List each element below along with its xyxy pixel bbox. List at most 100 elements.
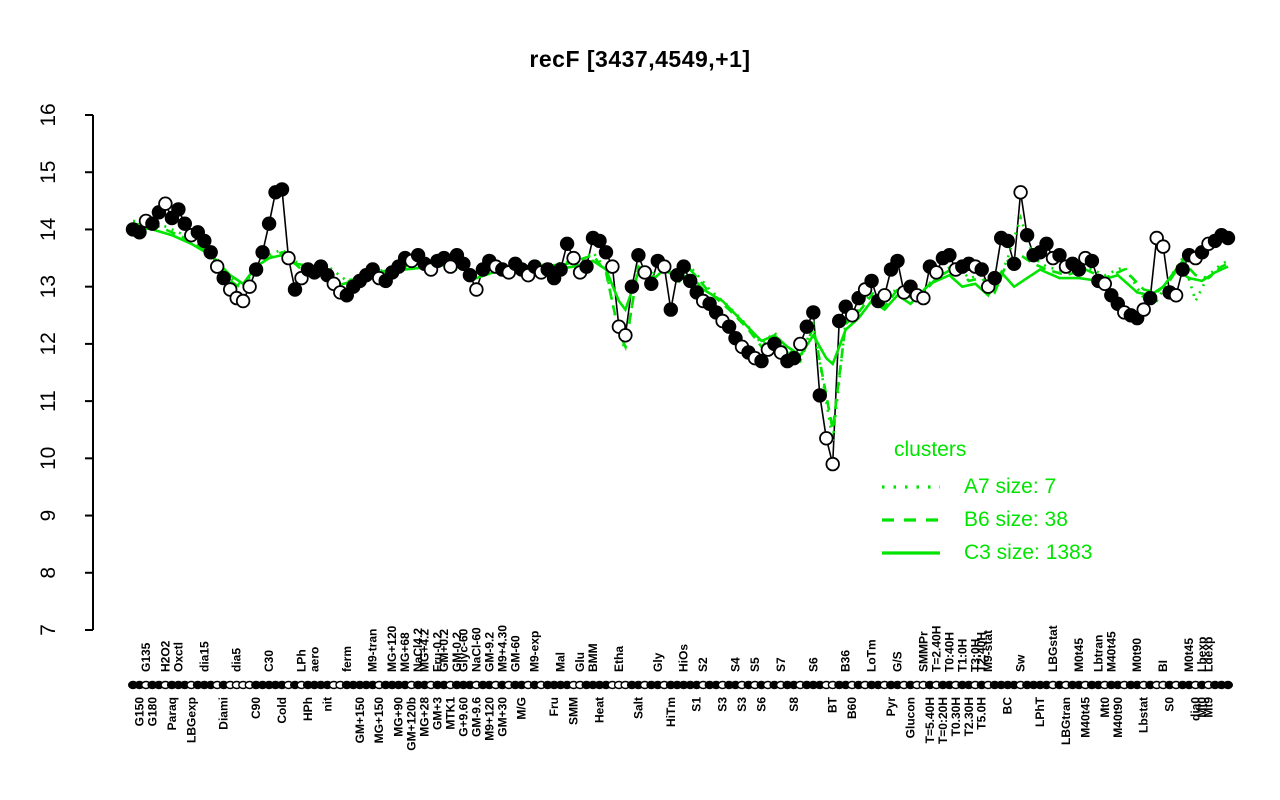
y-tick-label: 16 bbox=[37, 103, 60, 126]
x-label-top: Gly bbox=[651, 652, 665, 672]
x-label-bottom: nit bbox=[320, 697, 334, 712]
x-label-bottom: MG+28 bbox=[418, 697, 432, 737]
x-label-top: GM-60 bbox=[508, 635, 522, 672]
x-label-top: ferm bbox=[340, 646, 354, 672]
filled-point-marker bbox=[890, 253, 905, 269]
legend: clusters A7 size: 7 B6 size: 38 C3 size:… bbox=[880, 438, 1092, 569]
y-tick-label: 15 bbox=[37, 161, 60, 184]
filled-point-marker bbox=[579, 259, 594, 274]
x-label-bottom: S3 bbox=[735, 697, 749, 712]
filled-point-marker bbox=[261, 216, 277, 231]
x-label-bottom: G150 bbox=[133, 697, 147, 727]
condition-marker bbox=[1222, 680, 1233, 690]
x-label-top: Lbexp bbox=[1195, 637, 1209, 672]
y-tick-label: 13 bbox=[37, 275, 60, 298]
x-label-top: NaCl4.2 bbox=[411, 628, 425, 672]
open-point-marker bbox=[242, 279, 257, 294]
x-label-bottom: C90 bbox=[249, 697, 263, 719]
filled-point-marker bbox=[559, 236, 575, 252]
open-point-marker bbox=[845, 308, 860, 323]
x-label-bottom: T5.0H bbox=[975, 697, 989, 730]
y-tick-label: 10 bbox=[37, 447, 60, 470]
open-point-marker bbox=[469, 282, 484, 297]
filled-point-marker bbox=[592, 233, 607, 249]
chart-title: recF [3437,4549,+1] bbox=[529, 46, 751, 72]
x-label-top: S4 bbox=[729, 657, 743, 672]
x-label-top: HiOs bbox=[677, 644, 691, 672]
x-label-bottom: GM+3 bbox=[431, 697, 445, 730]
filled-point-marker bbox=[216, 270, 231, 286]
x-label-bottom: MG+150 bbox=[372, 697, 386, 744]
filled-point-marker bbox=[203, 245, 218, 260]
open-point-marker bbox=[637, 265, 653, 280]
x-label-bottom: dia0 bbox=[1189, 697, 1203, 721]
y-tick-label: 12 bbox=[37, 332, 60, 355]
filled-point-marker bbox=[799, 319, 815, 334]
open-point-marker bbox=[566, 250, 581, 266]
filled-point-marker bbox=[132, 225, 147, 240]
filled-point-marker bbox=[255, 245, 270, 260]
x-label-bottom: M/G bbox=[515, 697, 529, 720]
filled-point-marker bbox=[274, 182, 290, 197]
x-label-bottom: Pyr bbox=[884, 697, 898, 717]
x-label-bottom: Mt9 bbox=[1202, 697, 1216, 718]
x-label-top: T0:40H bbox=[942, 632, 956, 672]
x-label-bottom: M9+120 bbox=[482, 697, 496, 741]
x-label-top: Sw bbox=[1014, 654, 1028, 672]
x-label-top: SMMPr bbox=[916, 631, 930, 672]
solid-line-sample-icon bbox=[882, 550, 940, 555]
x-label-top: Oxctl bbox=[171, 642, 185, 672]
open-point-marker bbox=[158, 196, 173, 211]
x-label-top: LPh bbox=[295, 649, 309, 672]
open-point-marker bbox=[209, 259, 225, 274]
open-point-marker bbox=[877, 288, 892, 303]
y-tick-label: 11 bbox=[37, 390, 60, 412]
filled-point-marker bbox=[832, 313, 847, 329]
x-label-bottom: S3 bbox=[716, 697, 730, 712]
filled-point-marker bbox=[754, 353, 769, 369]
x-label-bottom: S6 bbox=[755, 697, 769, 712]
y-axis-tick-labels: 7 8 9 10 11 12 13 14 15 16 bbox=[37, 103, 60, 636]
y-tick-label: 14 bbox=[37, 217, 60, 241]
x-label-top: dia15 bbox=[197, 641, 211, 672]
x-label-top: Etha bbox=[612, 646, 626, 672]
filled-point-marker bbox=[1084, 253, 1100, 269]
cluster-line-a7 bbox=[132, 213, 1229, 442]
y-tick-label: 8 bbox=[37, 567, 60, 579]
filled-point-marker bbox=[644, 276, 659, 292]
x-label-bottom: BT bbox=[826, 696, 840, 713]
legend-item-b6: B6 size: 38 bbox=[880, 503, 1092, 536]
y-tick-label: 9 bbox=[37, 510, 60, 522]
x-label-top: H2O2 bbox=[158, 640, 172, 672]
legend-label-a7: A7 size: 7 bbox=[964, 474, 1057, 498]
x-label-bottom: S8 bbox=[787, 697, 801, 712]
filled-point-marker bbox=[624, 279, 640, 294]
x-label-top: Fru-0.2 bbox=[431, 632, 445, 672]
x-label-bottom: HPh bbox=[301, 697, 315, 721]
filled-point-marker bbox=[683, 273, 698, 289]
open-point-marker bbox=[1155, 239, 1171, 254]
filled-point-marker bbox=[248, 262, 264, 277]
open-point-marker bbox=[929, 265, 944, 280]
dotted-line-sample-icon bbox=[882, 484, 940, 489]
x-label-top: M0t45 bbox=[1182, 638, 1196, 672]
x-label-top: Mal bbox=[554, 652, 568, 672]
x-label-top: M0t45 bbox=[1072, 638, 1086, 672]
x-label-bottom: HiTm bbox=[664, 697, 678, 727]
x-label-bottom: LPhT bbox=[1033, 696, 1047, 727]
x-label-top: GM+0.2 bbox=[437, 629, 451, 672]
filled-point-marker bbox=[974, 262, 989, 277]
x-label-bottom: S0 bbox=[1163, 697, 1177, 712]
x-label-top: T=2.40H bbox=[929, 626, 943, 672]
open-point-marker bbox=[281, 250, 296, 266]
filled-point-marker bbox=[1142, 290, 1158, 306]
x-label-top: Glu bbox=[573, 652, 587, 672]
legend-title: clusters bbox=[894, 438, 967, 461]
x-label-top: S2 bbox=[696, 657, 710, 672]
filled-point-marker bbox=[721, 319, 737, 334]
x-label-bottom: T0.30H bbox=[949, 697, 963, 736]
x-label-top: Ldexp bbox=[1202, 637, 1216, 672]
x-label-top: NaCl-60 bbox=[469, 627, 483, 672]
open-point-marker bbox=[1136, 302, 1151, 317]
